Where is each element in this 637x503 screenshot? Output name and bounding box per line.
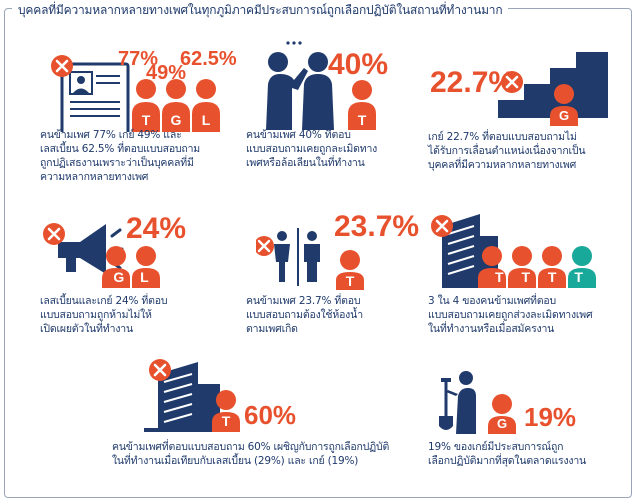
person-l-icon xyxy=(132,246,160,288)
caption-harassment: คนข้ามเพศ 40% ที่ตอบ แบบสอบถามเคยถูกละเม… xyxy=(246,129,378,169)
megaphone-icon xyxy=(43,223,160,288)
person-l-icon xyxy=(192,79,220,132)
card-labor-market: G 19% 19% ของเกย์มีประสบการณ์ถูก เลือกปฏ… xyxy=(428,364,628,476)
resume-icon xyxy=(51,55,220,132)
person-letters: T T T T xyxy=(495,269,583,285)
card-discrimination-compare: T 60% คนข้ามเพศที่ตอบแบบสอบถาม 60% เผชิญ… xyxy=(112,356,412,476)
person-letter: G xyxy=(496,416,508,431)
person-t-icon xyxy=(132,79,160,132)
person-letter: T xyxy=(357,112,367,128)
stat-value: 19% xyxy=(524,402,577,432)
person-t-teal-icon xyxy=(568,246,596,288)
x-mark-icon xyxy=(501,71,523,93)
person-t-icon xyxy=(348,80,376,130)
person-t-icon xyxy=(508,246,536,288)
caption-discrimination-compare: คนข้ามเพศที่ตอบแบบสอบถาม 60% เผชิญกับการ… xyxy=(112,441,390,467)
stat-value-g: 49% xyxy=(146,62,187,84)
caption-bathroom: คนข้ามเพศ 23.7% ที่ตอบ แบบสอบถามต้องใช้ห… xyxy=(246,295,363,335)
caption-not-disclose: เลสเบี้ยนและเกย์ 24% ที่ตอบ แบบสอบถามถูก… xyxy=(40,295,168,335)
person-letter: T xyxy=(221,413,231,429)
x-mark-icon xyxy=(149,359,171,381)
person-t-icon xyxy=(336,250,364,290)
whisper-icon xyxy=(266,41,376,130)
card-workplace-or-applying: T T T T 3 ใน 4 ของคนข้ามเพศที่ตอบ แบบสอบ… xyxy=(428,212,628,352)
shovel-icon xyxy=(439,371,516,434)
person-g-icon xyxy=(488,394,516,434)
person-g-icon xyxy=(102,246,130,288)
stat-value-l: 62.5% xyxy=(180,48,237,70)
person-letter: T xyxy=(345,273,355,289)
stat-value: 24% xyxy=(126,212,187,245)
person-g-icon xyxy=(162,79,190,132)
person-letter-g: G xyxy=(170,112,182,128)
card-harassment: 40% T คนข้ามเพศ 40% ที่ตอบ แบบสอบถามเคยถ… xyxy=(246,38,436,188)
card-job-rejection: 77% 49% 62.5% T G L คนข้ามเพศ 77% เกย์ 4… xyxy=(40,42,240,202)
stairs-icon xyxy=(498,52,608,126)
stat-value: 60% xyxy=(244,400,297,430)
stat-value: 40% xyxy=(328,48,389,81)
person-letter-t: T xyxy=(141,112,151,128)
page-title: บุคคลที่มีความหลากหลายทางเพศในทุกภูมิภาค… xyxy=(12,1,509,20)
stat-value-t: 77% xyxy=(118,48,159,70)
restroom-icon xyxy=(256,228,364,290)
stat-value: 23.7% xyxy=(334,210,420,243)
person-letter-l: L xyxy=(201,112,211,128)
person-t-icon xyxy=(538,246,566,288)
person-g-icon xyxy=(550,84,578,126)
x-mark-icon xyxy=(51,55,73,77)
person-t-icon xyxy=(478,246,506,288)
caption-labor-market: 19% ของเกย์มีประสบการณ์ถูก เลือกปฏิบัติม… xyxy=(428,441,587,467)
person-t-icon xyxy=(212,390,240,432)
x-mark-icon xyxy=(43,223,65,245)
stat-value: 22.7% xyxy=(430,66,516,99)
card-bathroom: 23.7% T คนข้ามเพศ 23.7% ที่ตอบ แบบสอบถาม… xyxy=(246,210,436,350)
person-letters: G L xyxy=(113,269,149,285)
card-not-disclose: 24% G L เลสเบี้ยนและเกย์ 24% ที่ตอบ แบบส… xyxy=(40,212,240,352)
building-icon xyxy=(431,214,596,288)
x-mark-icon xyxy=(431,215,453,237)
caption-promotion: เกย์ 22.7% ที่ตอบแบบสอบถามไม่ ได้รับการเ… xyxy=(428,131,586,171)
office-icon xyxy=(144,359,240,432)
card-promotion: 22.7% G เกย์ 22.7% ที่ตอบแบบสอบถามไม่ ได… xyxy=(428,46,628,196)
caption-workplace-or-applying: 3 ใน 4 ของคนข้ามเพศที่ตอบ แบบสอบถามเคยถู… xyxy=(428,295,593,335)
x-mark-icon xyxy=(256,236,274,256)
person-letter: G xyxy=(558,108,570,123)
caption-job-rejection: คนข้ามเพศ 77% เกย์ 49% และ เลสเบี้ยน 62.… xyxy=(40,129,201,183)
